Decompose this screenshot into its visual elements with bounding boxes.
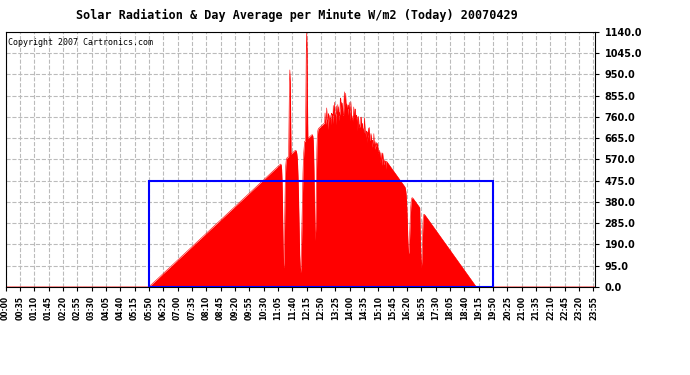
Text: Copyright 2007 Cartronics.com: Copyright 2007 Cartronics.com [8,38,153,47]
Bar [149,181,493,287]
Text: Solar Radiation & Day Average per Minute W/m2 (Today) 20070429: Solar Radiation & Day Average per Minute… [76,9,518,22]
